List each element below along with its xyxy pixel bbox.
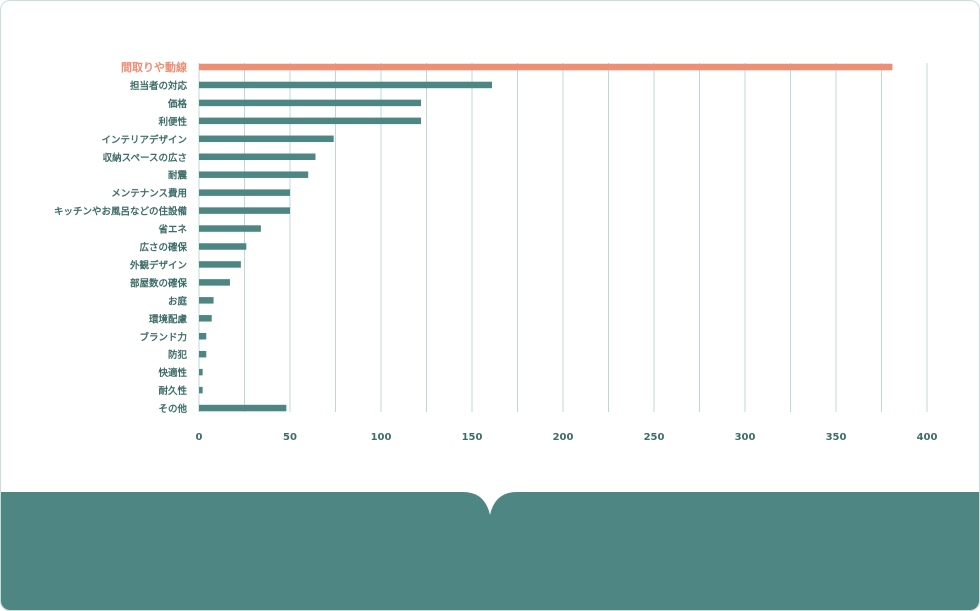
bar: [199, 368, 203, 376]
category-label: 収納スペースの広さ: [103, 152, 187, 164]
footer-band-shape: [1, 492, 979, 610]
bar: [199, 315, 212, 322]
bar: [199, 350, 207, 358]
bar: [199, 225, 261, 232]
bar: [199, 117, 422, 125]
category-label: 利便性: [157, 116, 187, 128]
bar: [199, 279, 230, 286]
bar: [199, 243, 247, 250]
bar: [199, 404, 287, 412]
x-axis-tick-labels: 0 50 100 150 200 250 300 350 400: [196, 432, 938, 443]
category-label: その他: [158, 403, 187, 415]
category-label: メンテナンス費用: [111, 188, 187, 200]
x-tick-label: 350: [826, 432, 847, 443]
category-label: 部屋数の確保: [130, 277, 188, 289]
category-label: 耐震: [168, 170, 188, 182]
bar: [199, 81, 493, 89]
category-label: 外観デザイン: [129, 259, 187, 271]
bar: [199, 99, 422, 107]
category-label: 間取りや動線: [121, 60, 187, 74]
x-tick-label: 400: [917, 432, 938, 443]
bar: [199, 189, 290, 196]
bar: [199, 135, 334, 143]
bar: [199, 386, 203, 394]
x-tick-label: 200: [553, 432, 574, 443]
category-label: 省エネ: [157, 224, 187, 236]
bar: [199, 333, 207, 340]
bar: [199, 207, 290, 214]
category-labels: 間取りや動線担当者の対応価格利便性インテリアデザイン収納スペースの広さ耐震メンテ…: [54, 60, 188, 415]
x-tick-label: 300: [735, 432, 756, 443]
bar: [199, 261, 241, 268]
x-tick-label: 250: [644, 432, 665, 443]
x-tick-label: 100: [371, 432, 392, 443]
category-label: 防犯: [168, 349, 188, 361]
x-tick-label: 50: [283, 432, 297, 443]
x-tick-label: 150: [462, 432, 483, 443]
gridlines: [198, 63, 928, 412]
bar-highlight: [199, 63, 893, 71]
x-tick-label: 0: [196, 432, 203, 443]
category-label: 耐久性: [158, 385, 187, 397]
category-label: 価格: [167, 98, 188, 110]
category-label: 環境配慮: [149, 313, 188, 325]
bar: [199, 153, 316, 160]
bars: [199, 63, 893, 412]
category-label: ブランド力: [139, 331, 187, 343]
category-label: インテリアデザイン: [101, 134, 187, 146]
bar: [199, 171, 309, 178]
category-label: お庭: [168, 295, 188, 307]
category-label: キッチンやお風呂などの住設備: [54, 206, 188, 218]
bar: [199, 297, 214, 304]
category-label: 快適性: [158, 367, 187, 379]
category-label: 広さの確保: [139, 242, 187, 254]
category-label: 担当者の対応: [130, 80, 188, 92]
